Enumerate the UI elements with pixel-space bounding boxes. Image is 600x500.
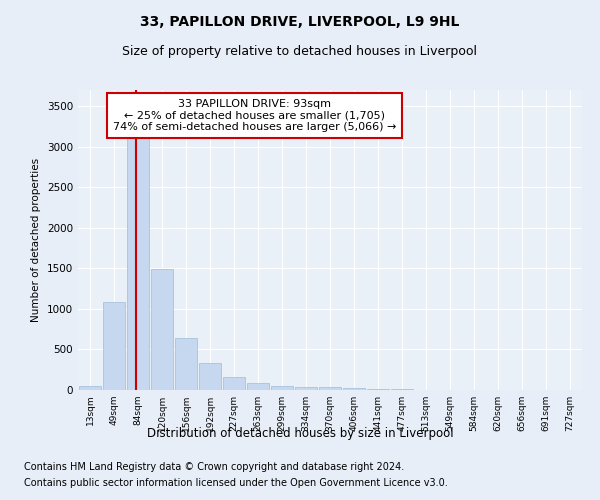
Bar [247,382,269,390]
Text: 33 PAPILLON DRIVE: 93sqm
← 25% of detached houses are smaller (1,705)
74% of sem: 33 PAPILLON DRIVE: 93sqm ← 25% of detach… [113,99,396,132]
Text: Distribution of detached houses by size in Liverpool: Distribution of detached houses by size … [146,428,454,440]
Bar [175,338,197,390]
Bar [103,302,125,390]
Bar [343,388,365,390]
Bar [391,389,413,390]
Y-axis label: Number of detached properties: Number of detached properties [31,158,41,322]
Text: Size of property relative to detached houses in Liverpool: Size of property relative to detached ho… [122,45,478,58]
Bar [127,112,149,390]
Bar [271,386,293,390]
Bar [151,269,173,390]
Text: Contains HM Land Registry data © Crown copyright and database right 2024.: Contains HM Land Registry data © Crown c… [24,462,404,472]
Bar [79,386,101,390]
Text: 33, PAPILLON DRIVE, LIVERPOOL, L9 9HL: 33, PAPILLON DRIVE, LIVERPOOL, L9 9HL [140,15,460,29]
Text: Contains public sector information licensed under the Open Government Licence v3: Contains public sector information licen… [24,478,448,488]
Bar [223,377,245,390]
Bar [319,387,341,390]
Bar [199,363,221,390]
Bar [367,389,389,390]
Bar [295,387,317,390]
